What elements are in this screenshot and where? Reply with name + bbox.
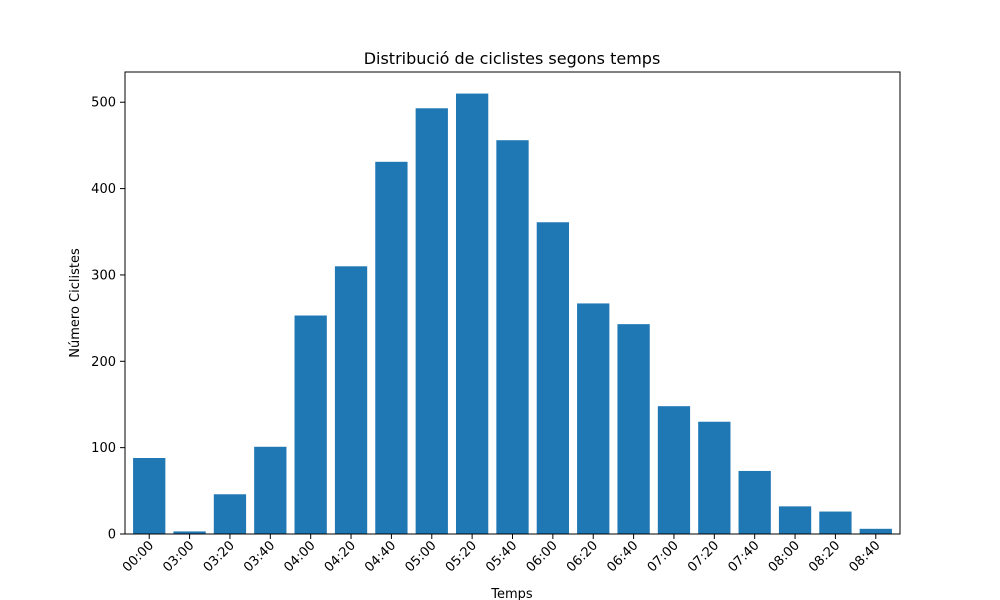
bar-0740 [738, 470, 771, 534]
bars-group [133, 93, 892, 535]
x-axis-title: Temps [490, 587, 533, 600]
bar-0700 [657, 406, 691, 534]
bar-0500 [415, 108, 448, 535]
bar-0620 [577, 303, 610, 534]
bar-0540 [496, 140, 529, 534]
y-tick-label: 300 [91, 268, 116, 283]
bar-0520 [455, 93, 489, 534]
bar-0720 [698, 421, 731, 534]
bar-0300 [173, 531, 206, 534]
bar-0340 [254, 446, 287, 534]
plot-frame [124, 71, 901, 535]
y-axis: 0 100 200 300 400 500 [91, 96, 125, 543]
y-tick-label: 100 [91, 441, 116, 456]
bar-0440 [375, 161, 408, 534]
bar-0400 [294, 315, 327, 534]
y-tick-label: 500 [91, 96, 116, 111]
y-tick-label: 0 [108, 528, 116, 543]
y-tick-label: 200 [91, 355, 116, 370]
bar-0800 [778, 506, 812, 534]
y-axis-title: Número Ciclistes [68, 248, 83, 358]
bar-0000 [133, 458, 166, 534]
bar-0840 [859, 528, 892, 534]
y-tick-label: 400 [91, 182, 116, 197]
bar-0320 [213, 494, 247, 534]
bar-0640 [617, 324, 650, 534]
bar-0420 [334, 266, 368, 534]
bar-0600 [536, 222, 570, 534]
chart-title: Distribució de ciclistes segons temps [364, 49, 661, 68]
bar-0820 [819, 511, 852, 534]
